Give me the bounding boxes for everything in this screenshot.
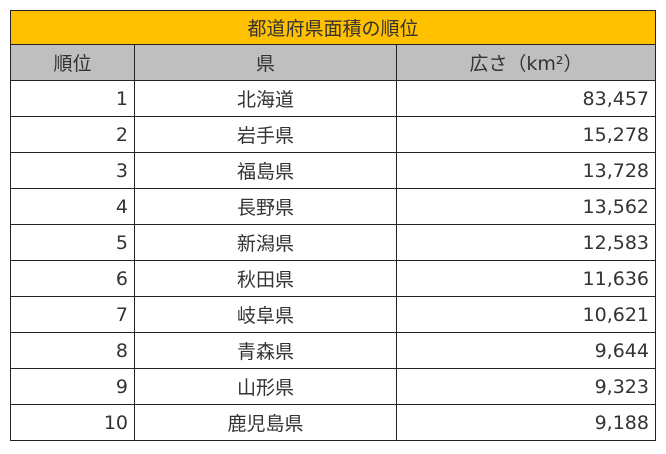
prefecture-cell: 岐阜県 <box>134 296 397 333</box>
prefecture-cell: 山形県 <box>134 368 397 405</box>
table-row: 8 青森県 9,644 <box>10 332 656 369</box>
area-cell: 10,621 <box>396 296 656 333</box>
rank-cell: 4 <box>10 188 135 225</box>
table-row: 7 岐阜県 10,621 <box>10 296 656 333</box>
rank-cell: 10 <box>10 404 135 441</box>
table-row: 1 北海道 83,457 <box>10 80 656 117</box>
area-cell: 9,323 <box>396 368 656 405</box>
prefecture-cell: 長野県 <box>134 188 397 225</box>
prefecture-cell: 秋田県 <box>134 260 397 297</box>
table-row: 10 鹿児島県 9,188 <box>10 404 656 441</box>
prefecture-cell: 青森県 <box>134 332 397 369</box>
area-cell: 15,278 <box>396 116 656 153</box>
prefecture-cell: 新潟県 <box>134 224 397 261</box>
rank-cell: 5 <box>10 224 135 261</box>
rank-cell: 3 <box>10 152 135 189</box>
table-row: 4 長野県 13,562 <box>10 188 656 225</box>
rank-cell: 2 <box>10 116 135 153</box>
area-cell: 12,583 <box>396 224 656 261</box>
area-cell: 13,562 <box>396 188 656 225</box>
header-prefecture: 県 <box>134 44 397 81</box>
rank-cell: 6 <box>10 260 135 297</box>
table-row: 3 福島県 13,728 <box>10 152 656 189</box>
prefecture-cell: 鹿児島県 <box>134 404 397 441</box>
area-cell: 11,636 <box>396 260 656 297</box>
rank-cell: 7 <box>10 296 135 333</box>
area-cell: 9,644 <box>396 332 656 369</box>
header-area: 広さ（km²） <box>396 44 656 81</box>
area-ranking-table: 都道府県面積の順位 順位 県 広さ（km²） 1 北海道 83,457 2 岩手県 15,… <box>10 10 656 441</box>
rank-cell: 8 <box>10 332 135 369</box>
prefecture-cell: 福島県 <box>134 152 397 189</box>
area-cell: 9,188 <box>396 404 656 441</box>
area-cell: 13,728 <box>396 152 656 189</box>
table-title: 都道府県面積の順位 <box>10 10 656 45</box>
prefecture-cell: 岩手県 <box>134 116 397 153</box>
area-cell: 83,457 <box>396 80 656 117</box>
prefecture-cell: 北海道 <box>134 80 397 117</box>
table-row: 9 山形県 9,323 <box>10 368 656 405</box>
rank-cell: 1 <box>10 80 135 117</box>
header-rank: 順位 <box>10 44 135 81</box>
table-row: 5 新潟県 12,583 <box>10 224 656 261</box>
table-row: 6 秋田県 11,636 <box>10 260 656 297</box>
table-row: 2 岩手県 15,278 <box>10 116 656 153</box>
rank-cell: 9 <box>10 368 135 405</box>
